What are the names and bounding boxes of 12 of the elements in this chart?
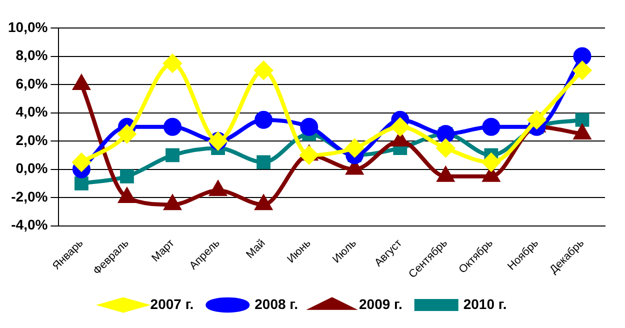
legend-label: 2009 г. [359,296,402,312]
y-tick-label: 2,0% [16,132,48,148]
y-tick-label: 8,0% [16,47,48,64]
y-tick-label: 10,0% [8,18,48,35]
legend-label: 2007 г. [150,296,194,312]
legend-label: 2010 г. [463,296,507,312]
y-tick-label: 4,0% [16,104,48,120]
y-tick-label: 6,0% [16,75,48,92]
y-tick-label: 0,0% [16,160,48,176]
y-tick-label: -4,0% [11,216,48,233]
y-tick-label: -2,0% [11,188,48,204]
legend-label: 2008 г. [254,296,298,312]
